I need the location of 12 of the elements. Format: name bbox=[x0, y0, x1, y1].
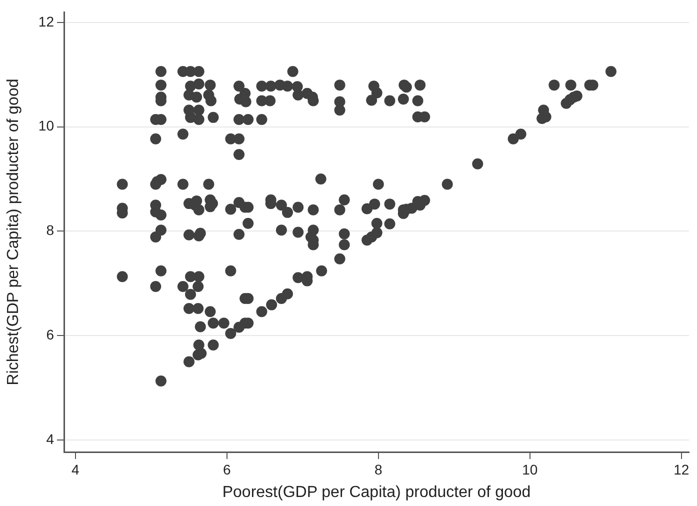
x-axis-title: Poorest(GDP per Capita) producter of good bbox=[222, 484, 531, 501]
y-tick-label: 12 bbox=[38, 13, 54, 30]
x-tick-label: 6 bbox=[222, 461, 231, 478]
y-tick-label: 8 bbox=[46, 222, 54, 238]
y-tick-label: 6 bbox=[46, 326, 54, 342]
y-axis-title: Richest(GDP per Capita) producter of good bbox=[5, 78, 22, 386]
x-tick-label: 12 bbox=[674, 461, 690, 478]
x-tick-label: 4 bbox=[71, 461, 80, 478]
x-tick-label: 10 bbox=[522, 461, 538, 478]
y-tick-label: 10 bbox=[38, 118, 54, 134]
x-tick-label: 8 bbox=[374, 461, 382, 478]
y-tick-label: 4 bbox=[46, 430, 54, 447]
